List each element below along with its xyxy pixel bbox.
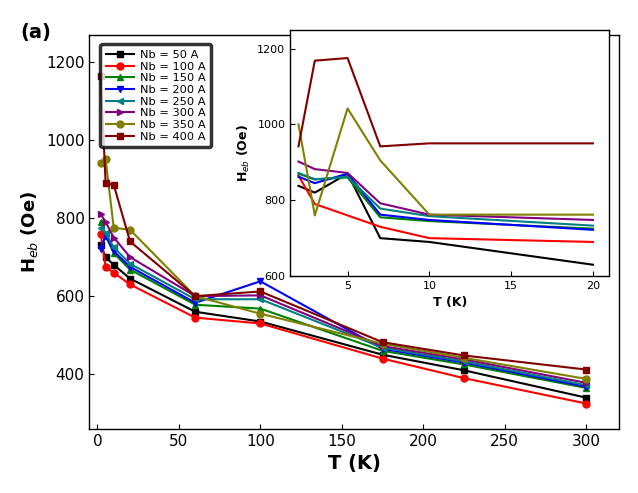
Nb = 150 A	[102, 233, 110, 239]
Nb = 200 A	[379, 346, 387, 352]
Nb = 300 A	[379, 343, 387, 349]
Nb = 100 A	[460, 375, 468, 381]
Nb = 350 A	[460, 355, 468, 361]
Nb = 150 A	[191, 302, 199, 308]
Nb = 100 A	[126, 282, 134, 287]
Nb = 400 A	[460, 352, 468, 358]
Nb = 350 A	[379, 341, 387, 347]
Nb = 50 A	[126, 276, 134, 282]
Nb = 250 A	[110, 245, 117, 250]
Nb = 200 A	[102, 233, 110, 239]
Nb = 400 A	[256, 288, 264, 294]
Nb = 400 A	[191, 293, 199, 299]
Nb = 50 A	[256, 318, 264, 324]
Line: Nb = 350 A: Nb = 350 A	[97, 156, 590, 383]
Nb = 50 A	[110, 262, 117, 268]
Nb = 100 A	[191, 315, 199, 320]
Nb = 400 A	[379, 339, 387, 345]
Nb = 150 A	[110, 250, 117, 256]
Nb = 400 A	[110, 182, 117, 188]
Nb = 400 A	[102, 180, 110, 186]
X-axis label: T (K): T (K)	[328, 455, 380, 473]
Nb = 200 A	[256, 279, 264, 284]
Nb = 300 A	[191, 293, 199, 299]
Line: Nb = 300 A: Nb = 300 A	[97, 211, 590, 387]
Legend: Nb = 50 A, Nb = 100 A, Nb = 150 A, Nb = 200 A, Nb = 250 A, Nb = 300 A, Nb = 350 : Nb = 50 A, Nb = 100 A, Nb = 150 A, Nb = …	[100, 44, 211, 147]
Nb = 400 A	[126, 239, 134, 245]
Nb = 150 A	[460, 361, 468, 367]
Nb = 100 A	[379, 355, 387, 361]
Nb = 100 A	[110, 270, 117, 276]
Nb = 100 A	[256, 320, 264, 326]
Nb = 300 A	[110, 235, 117, 241]
Nb = 200 A	[110, 248, 117, 254]
Nb = 200 A	[460, 359, 468, 365]
Text: (a): (a)	[20, 23, 51, 42]
Nb = 350 A	[126, 227, 134, 233]
Nb = 400 A	[582, 367, 590, 373]
Nb = 300 A	[126, 254, 134, 260]
Nb = 200 A	[97, 246, 105, 252]
Nb = 400 A	[97, 72, 105, 78]
Line: Nb = 200 A: Nb = 200 A	[97, 232, 590, 390]
Nb = 350 A	[582, 376, 590, 382]
Nb = 150 A	[582, 385, 590, 391]
Nb = 250 A	[460, 358, 468, 364]
Nb = 350 A	[97, 160, 105, 166]
Nb = 50 A	[102, 254, 110, 260]
Nb = 350 A	[110, 225, 117, 231]
Line: Nb = 50 A: Nb = 50 A	[97, 242, 590, 401]
Y-axis label: H$_{eb}$ (Oe): H$_{eb}$ (Oe)	[19, 191, 40, 273]
Line: Nb = 100 A: Nb = 100 A	[97, 230, 590, 407]
Nb = 50 A	[582, 395, 590, 401]
Nb = 200 A	[126, 264, 134, 270]
Nb = 300 A	[102, 219, 110, 225]
Nb = 250 A	[256, 296, 264, 302]
Nb = 300 A	[582, 380, 590, 386]
Y-axis label: H$_{eb}$ (Oe): H$_{eb}$ (Oe)	[235, 124, 252, 182]
Nb = 100 A	[97, 231, 105, 237]
Nb = 150 A	[256, 306, 264, 312]
Nb = 350 A	[256, 311, 264, 317]
Nb = 200 A	[582, 384, 590, 389]
Nb = 350 A	[191, 293, 199, 299]
Nb = 100 A	[102, 264, 110, 270]
Nb = 250 A	[102, 230, 110, 236]
Nb = 300 A	[460, 356, 468, 362]
Nb = 50 A	[97, 243, 105, 248]
Nb = 250 A	[191, 296, 199, 302]
Nb = 250 A	[582, 382, 590, 388]
Nb = 50 A	[191, 309, 199, 315]
X-axis label: T (K): T (K)	[433, 296, 467, 310]
Nb = 150 A	[126, 267, 134, 273]
Nb = 50 A	[460, 367, 468, 373]
Nb = 150 A	[379, 348, 387, 354]
Nb = 100 A	[582, 401, 590, 407]
Nb = 250 A	[97, 225, 105, 231]
Line: Nb = 150 A: Nb = 150 A	[97, 218, 590, 391]
Nb = 350 A	[102, 156, 110, 162]
Nb = 150 A	[97, 219, 105, 225]
Nb = 300 A	[256, 292, 264, 298]
Nb = 250 A	[379, 345, 387, 351]
Nb = 250 A	[126, 261, 134, 267]
Line: Nb = 400 A: Nb = 400 A	[97, 72, 590, 373]
Nb = 50 A	[379, 352, 387, 358]
Line: Nb = 250 A: Nb = 250 A	[97, 224, 590, 388]
Nb = 300 A	[97, 211, 105, 217]
Nb = 200 A	[191, 300, 199, 306]
